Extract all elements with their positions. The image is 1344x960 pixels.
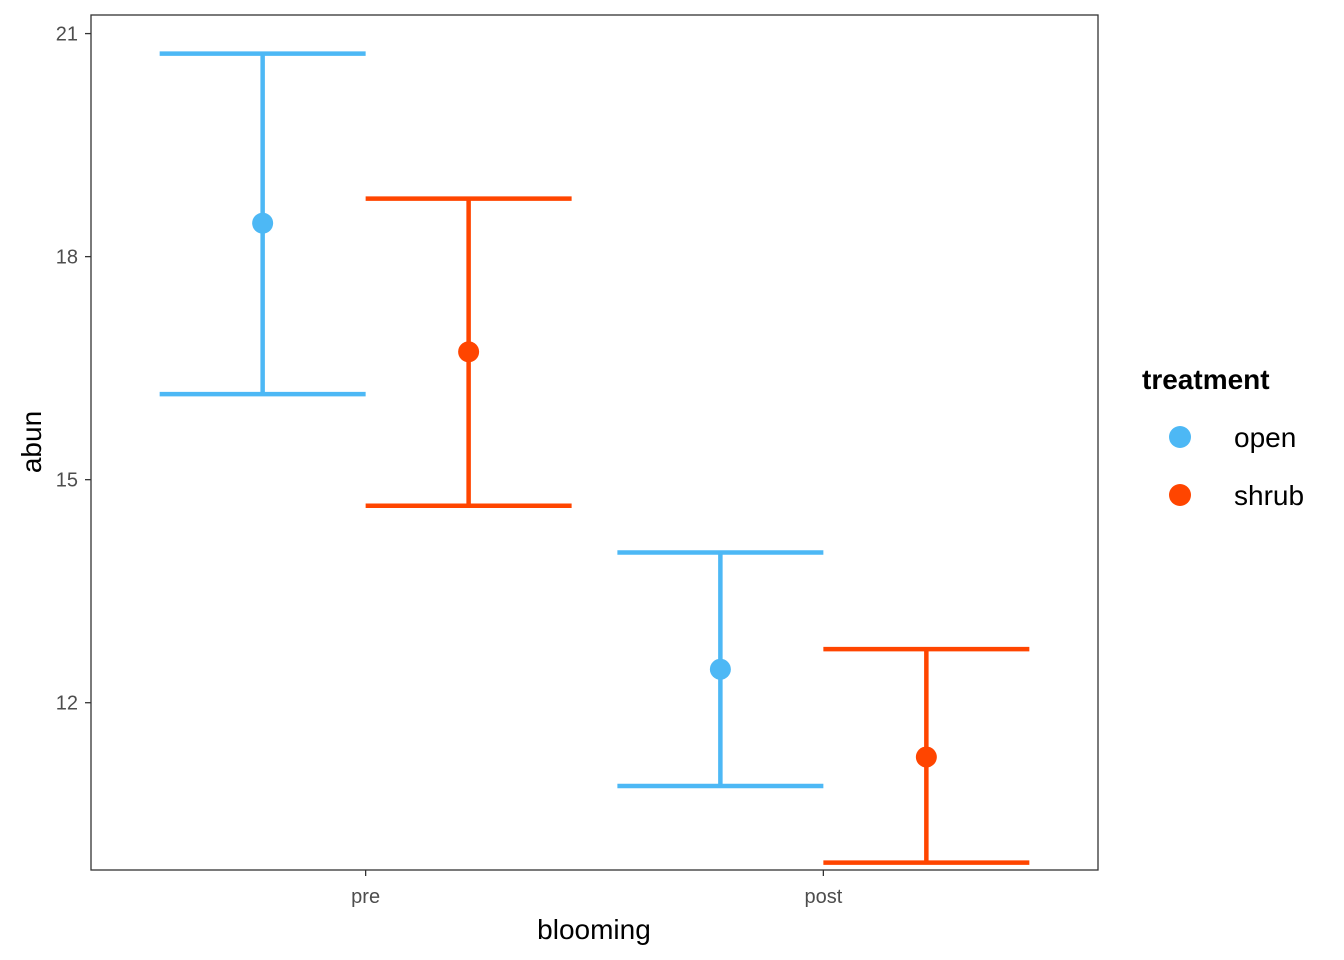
legend: treatment open shrub <box>1142 364 1304 511</box>
legend-title: treatment <box>1142 364 1270 395</box>
series-shrub <box>365 196 1030 865</box>
y-axis: 12 15 18 21 <box>56 24 91 715</box>
y-tick-label: 12 <box>56 693 78 715</box>
mean-point <box>458 341 480 363</box>
y-tick-label: 15 <box>56 470 78 492</box>
legend-label-shrub: shrub <box>1234 480 1304 511</box>
x-tick-label: post <box>804 886 842 908</box>
plot-marks <box>159 51 1030 865</box>
series-open <box>159 51 824 789</box>
y-axis-title: abun <box>16 411 47 473</box>
mean-point <box>252 212 274 234</box>
y-tick-label: 21 <box>56 24 78 46</box>
y-tick-label: 18 <box>56 247 78 269</box>
mean-point <box>915 746 937 768</box>
legend-key-open <box>1169 426 1191 448</box>
x-axis: pre post <box>351 870 843 908</box>
x-tick-label: pre <box>351 886 380 908</box>
x-axis-title: blooming <box>537 914 651 945</box>
legend-key-shrub <box>1169 484 1191 506</box>
panel-border <box>90 14 1099 871</box>
legend-label-open: open <box>1234 422 1296 453</box>
mean-point <box>709 658 731 680</box>
